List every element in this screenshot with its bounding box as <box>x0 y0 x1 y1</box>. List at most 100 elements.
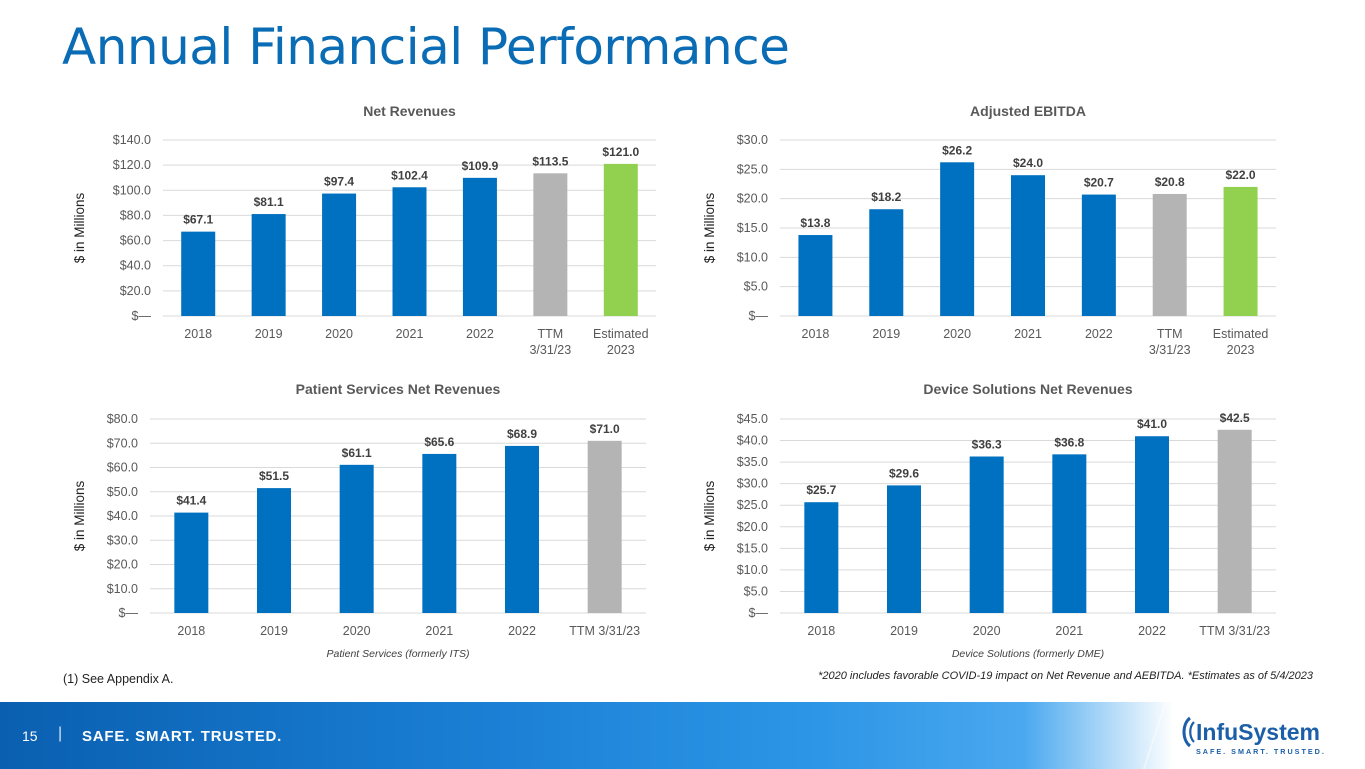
x-tick-label: 2021 <box>1055 624 1083 638</box>
bar <box>603 163 638 316</box>
x-tick-label: 2020 <box>973 624 1001 638</box>
x-tick-label: 2023 <box>607 343 635 357</box>
data-label: $42.5 <box>1220 411 1250 425</box>
infusystem-logo-icon <box>1182 716 1195 748</box>
logo-brand-text: InfuSystem <box>1196 719 1320 745</box>
x-tick-label: 2022 <box>466 327 494 341</box>
x-tick-label: 2022 <box>508 624 536 638</box>
bar <box>1135 436 1169 613</box>
data-label: $41.0 <box>1137 417 1167 431</box>
y-tick-label: $25.0 <box>737 162 768 176</box>
y-tick-label: $30.0 <box>107 533 138 547</box>
x-tick-label: TTM 3/31/23 <box>1199 624 1270 638</box>
x-tick-label: TTM 3/31/23 <box>569 624 640 638</box>
y-axis-label: $ in Millions <box>702 480 717 551</box>
bar <box>969 456 1004 613</box>
bar <box>1011 175 1045 316</box>
logo-tagline: SAFE. SMART. TRUSTED. <box>1196 747 1326 756</box>
data-label: $36.8 <box>1054 435 1084 449</box>
bar <box>887 485 921 613</box>
x-tick-label: 2021 <box>1014 327 1042 341</box>
bar <box>533 173 568 316</box>
y-axis-label: $ in Millions <box>72 480 87 551</box>
x-tick-label: 2018 <box>802 327 830 341</box>
infusystem-logo: InfuSystem SAFE. SMART. TRUSTED. <box>1182 716 1326 756</box>
data-label: $20.8 <box>1155 175 1185 189</box>
patient-services-chart: Patient Services Net Revenues $ in Millio… <box>72 381 646 660</box>
data-label: $41.4 <box>176 494 206 508</box>
x-tick-label: Estimated <box>593 327 649 341</box>
y-tick-label: $20.0 <box>120 284 151 298</box>
data-label: $13.8 <box>800 216 830 230</box>
y-tick-label: $5.0 <box>744 584 768 598</box>
y-tick-label: $100.0 <box>113 183 151 197</box>
y-tick-label: $80.0 <box>107 412 138 426</box>
x-tick-label: 3/31/23 <box>529 343 571 357</box>
y-tick-label: $20.0 <box>737 520 768 534</box>
y-tick-label: $30.0 <box>737 477 768 491</box>
data-label: $24.0 <box>1013 156 1043 170</box>
y-tick-label: $— <box>119 606 139 620</box>
x-tick-label: 2022 <box>1085 327 1113 341</box>
x-tick-label: 2020 <box>325 327 353 341</box>
y-tick-label: $15.0 <box>737 221 768 235</box>
x-tick-label: 2021 <box>425 624 453 638</box>
x-tick-label: 2019 <box>260 624 288 638</box>
page-title: Annual Financial Performance <box>62 18 790 76</box>
estimates-footnote: *2020 includes favorable COVID-19 impact… <box>818 670 1313 682</box>
bar <box>587 440 622 613</box>
bar <box>422 453 457 613</box>
bar <box>804 502 839 613</box>
bar <box>940 162 975 316</box>
y-tick-label: $20.0 <box>737 192 768 206</box>
y-tick-label: $— <box>132 309 152 323</box>
bar <box>392 187 427 316</box>
x-tick-label: 2019 <box>872 327 900 341</box>
y-axis-label: $ in Millions <box>72 192 87 263</box>
data-label: $67.1 <box>183 213 213 227</box>
footer-slogan: SAFE. SMART. TRUSTED. <box>82 728 283 745</box>
y-tick-label: $45.0 <box>737 412 768 426</box>
y-tick-label: $25.0 <box>737 498 768 512</box>
chart-title: Net Revenues <box>363 103 456 119</box>
y-tick-label: $60.0 <box>120 234 151 248</box>
device-solutions-chart: Device Solutions Net Revenues $ in Millio… <box>702 381 1276 660</box>
data-label: $65.6 <box>424 435 454 449</box>
x-tick-label: 2018 <box>177 624 205 638</box>
y-tick-label: $30.0 <box>737 133 768 147</box>
y-tick-label: $10.0 <box>107 582 138 596</box>
y-tick-label: $40.0 <box>107 509 138 523</box>
x-tick-label: TTM <box>538 327 564 341</box>
x-tick-label: Estimated <box>1213 327 1269 341</box>
appendix-footnote: (1) See Appendix A. <box>63 672 174 686</box>
x-tick-label: 2018 <box>807 624 835 638</box>
x-tick-label: 2023 <box>1227 343 1255 357</box>
y-tick-label: $40.0 <box>737 434 768 448</box>
bar <box>322 193 357 316</box>
x-axis-note: Patient Services (formerly ITS) <box>327 648 470 660</box>
data-label: $25.7 <box>806 483 836 497</box>
data-label: $97.4 <box>324 175 354 189</box>
x-tick-label: TTM <box>1157 327 1183 341</box>
data-label: $113.5 <box>532 154 568 168</box>
footer-divider: | <box>58 725 63 742</box>
data-label: $81.1 <box>254 195 284 209</box>
y-tick-label: $15.0 <box>737 541 768 555</box>
bar <box>174 512 209 613</box>
y-tick-label: $50.0 <box>107 485 138 499</box>
bar <box>1081 194 1116 316</box>
bar <box>181 231 216 316</box>
y-tick-label: $40.0 <box>120 259 151 273</box>
data-label: $68.9 <box>507 427 537 441</box>
net-revenues-chart: Net Revenues $ in Millions $— $20.0 $40.0 $60… <box>72 103 656 357</box>
data-label: $26.2 <box>942 143 972 157</box>
bar <box>251 214 286 316</box>
adjusted-ebitda-chart: Adjusted EBITDA $ in Millions $— $5.0 $10.0 $… <box>702 103 1276 357</box>
data-label: $109.9 <box>462 159 499 173</box>
y-tick-label: $120.0 <box>113 158 151 172</box>
data-label: $102.4 <box>391 168 428 182</box>
bar <box>1152 193 1187 316</box>
x-tick-label: 2019 <box>255 327 283 341</box>
chart-title: Device Solutions Net Revenues <box>923 381 1133 397</box>
data-label: $29.6 <box>889 466 919 480</box>
